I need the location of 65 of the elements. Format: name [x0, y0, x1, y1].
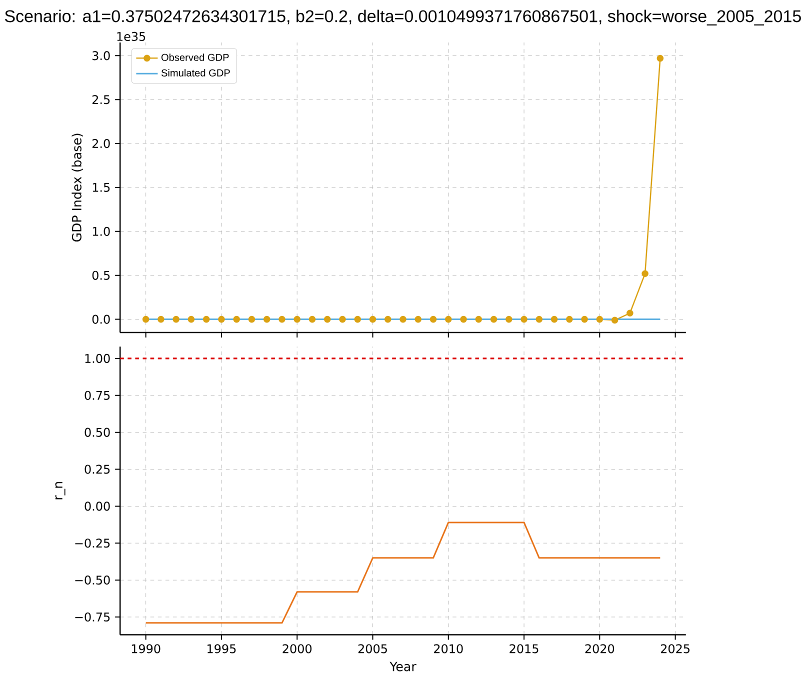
y-tick-label: −0.25 [75, 538, 110, 548]
x-tick-label: 2015 [510, 644, 538, 654]
point [430, 316, 437, 322]
x-axis-title: Year [390, 662, 416, 672]
point [475, 316, 482, 322]
text: 1e35 [117, 32, 146, 41]
y-tick-label: 2.5 [92, 94, 110, 104]
point [520, 316, 528, 322]
point [202, 316, 210, 322]
y-tick-label: 1.00 [85, 354, 110, 363]
point [188, 316, 195, 322]
y-tick-label: 0.00 [84, 501, 110, 510]
point [354, 316, 362, 322]
y-tick-label: −0.50 [75, 575, 110, 584]
point [566, 316, 573, 322]
point [339, 316, 346, 322]
y-tick-label: 1.0 [92, 226, 110, 236]
point [490, 316, 498, 322]
point [414, 316, 422, 322]
point [611, 316, 618, 324]
x-tick-label: 2020 [585, 644, 614, 654]
point [294, 316, 301, 322]
y-tick-label: 0.50 [84, 428, 110, 437]
point [158, 316, 164, 322]
y-tick-label: 3.0 [92, 50, 110, 60]
y-tick-label: 2.0 [92, 138, 110, 148]
x-tick-label: 2005 [358, 644, 387, 654]
x-tick-label: 2025 [660, 644, 690, 654]
point [550, 316, 558, 322]
point [324, 316, 331, 322]
x-tick-label: 2000 [282, 644, 312, 654]
y-tick-label: 0.0 [92, 314, 110, 324]
point [278, 316, 286, 322]
y-tick-label: 0.25 [84, 464, 110, 474]
y-tick-label: 1.5 [92, 182, 110, 192]
point [505, 316, 512, 322]
point [536, 316, 543, 322]
point [626, 310, 634, 316]
point [308, 316, 316, 322]
point [460, 316, 467, 322]
point [263, 316, 270, 322]
legend-label: Observed GDP [161, 53, 229, 61]
point [142, 316, 150, 322]
point [596, 316, 604, 322]
y-tick-label: −0.75 [75, 612, 110, 622]
y-axis-title: GDP Index (base) [72, 134, 83, 242]
point [248, 316, 256, 322]
x-tick-label: 1990 [132, 644, 160, 654]
y-tick-label: 0.5 [92, 270, 110, 280]
chart-title: Scenario: a1=0.37502472634301715, b2=0.2, delta=0.0010499371760867501, shock=worse_2005_2015 [4, 10, 801, 26]
legend-label: Simulated GDP [161, 68, 230, 76]
point [656, 54, 664, 62]
point [369, 316, 376, 322]
point [444, 316, 452, 322]
y-tick-label: 0.75 [84, 390, 110, 400]
point [384, 316, 392, 322]
x-tick-label: 2010 [434, 644, 463, 654]
point [233, 316, 240, 322]
point [581, 316, 588, 322]
x-tick-label: 1995 [208, 644, 236, 654]
point [218, 316, 225, 322]
y-axis-title: r_n [55, 482, 66, 500]
point [172, 316, 180, 322]
point [400, 316, 406, 322]
point [642, 270, 648, 277]
